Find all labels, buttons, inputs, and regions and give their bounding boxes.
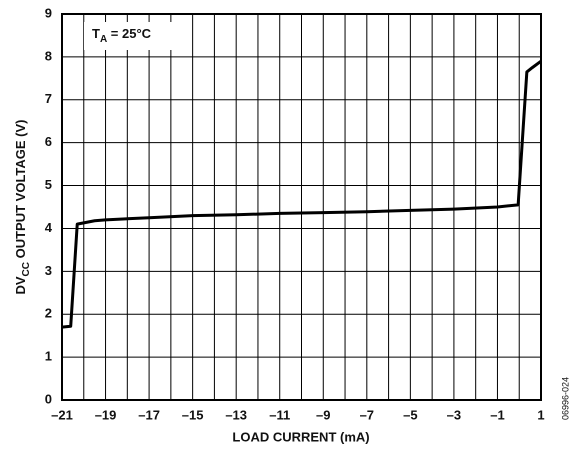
x-tick-label: –15 [182,407,204,422]
y-axis-label: DVCC OUTPUT VOLTAGE (V) [13,119,31,294]
x-tick-label: –3 [447,407,461,422]
y-tick-label: 4 [45,220,53,235]
x-tick-label: –21 [51,407,73,422]
y-tick-label: 0 [45,391,52,406]
y-tick-label: 8 [45,48,52,63]
annotation-box [84,22,190,50]
annotation-sub: A [100,34,107,45]
y-tick-label: 1 [45,349,52,364]
y-label-sub: CC [21,262,32,276]
y-tick-label: 2 [45,306,52,321]
annotation-part: T [92,26,100,41]
y-tick-label: 6 [45,134,52,149]
x-axis-label: LOAD CURRENT (mA) [232,429,369,444]
x-tick-label: –7 [360,407,374,422]
x-tick-label: –19 [95,407,117,422]
x-tick-label: –5 [403,407,417,422]
y-label-part: DV [13,276,28,294]
x-tick-label: –11 [269,407,290,422]
y-label-part: OUTPUT VOLTAGE (V) [13,119,28,262]
y-tick-label: 7 [45,91,52,106]
x-tick-label: –1 [490,407,504,422]
annotation: TA = 25°C [92,26,152,44]
x-tick-label: –17 [138,407,160,422]
y-tick-label: 9 [45,5,52,20]
y-tick-label: 5 [45,177,52,192]
data-line [61,59,542,329]
y-tick-label: 3 [45,263,52,278]
plot-frame [61,13,542,401]
x-tick-label: –13 [225,407,247,422]
annotation-part: = 25°C [107,26,151,41]
x-tick-label: –9 [316,407,330,422]
x-tick-label: 1 [537,407,544,422]
figure-code: 06996-024 [560,377,570,420]
